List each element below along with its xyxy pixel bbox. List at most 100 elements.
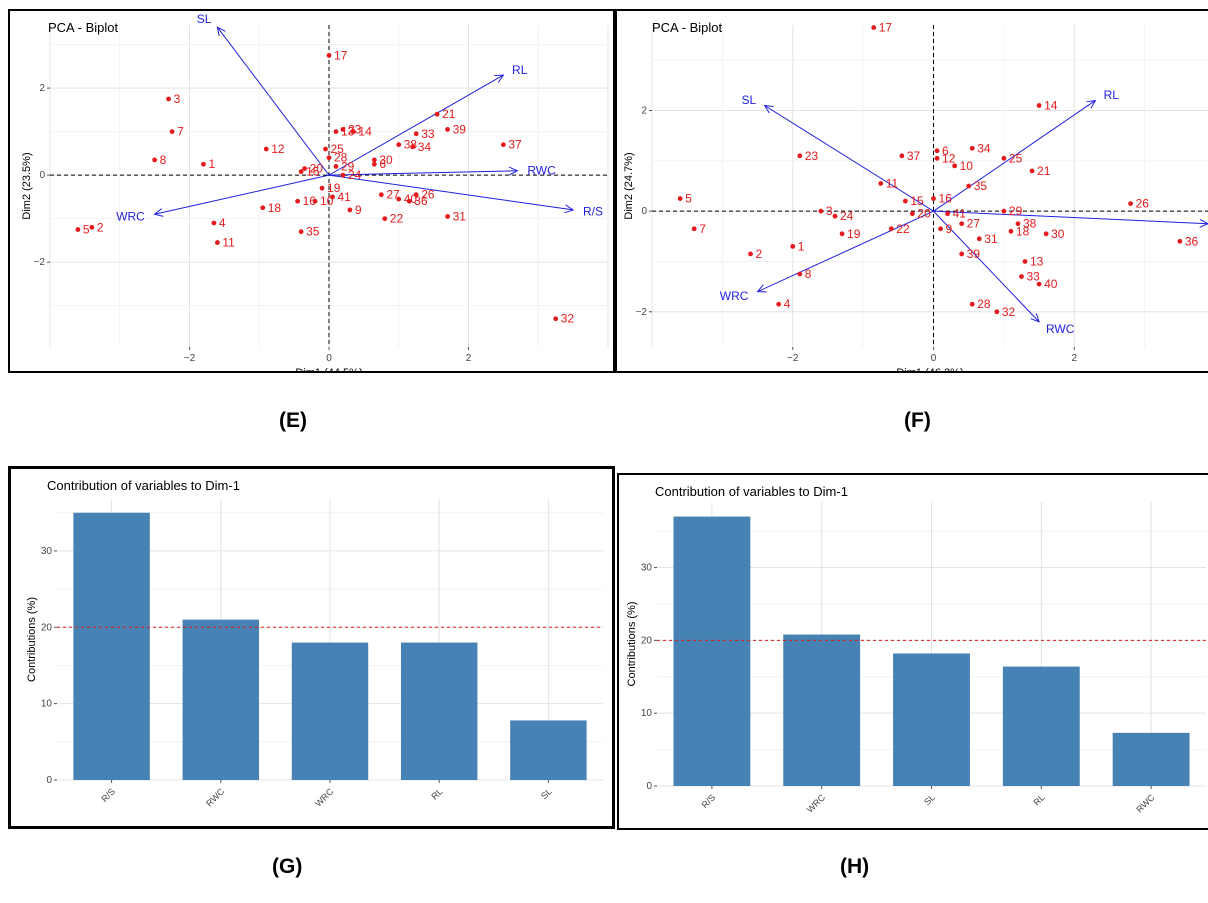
data-point bbox=[691, 226, 697, 232]
data-point bbox=[899, 153, 905, 159]
data-point bbox=[1022, 259, 1028, 264]
x-tick-label: SL bbox=[922, 792, 937, 807]
chart-title: PCA - Biplot bbox=[652, 20, 722, 35]
point-label: 17 bbox=[879, 21, 893, 35]
vector-arrowhead bbox=[564, 204, 575, 214]
vector-label: RL bbox=[1104, 88, 1120, 102]
point-label: 35 bbox=[974, 179, 988, 193]
data-point bbox=[75, 227, 81, 232]
x-tick-label: RL bbox=[1032, 792, 1047, 807]
point-label: 18 bbox=[268, 201, 282, 215]
point-label: 4 bbox=[219, 216, 226, 230]
vector-label: RWC bbox=[527, 164, 556, 178]
x-tick-label: R/S bbox=[700, 792, 718, 810]
data-point bbox=[1008, 228, 1014, 234]
panel-f: −202−202SLRLRWCWRCR/S1234567891011121314… bbox=[615, 9, 1208, 373]
data-point bbox=[382, 216, 388, 222]
point-label: 41 bbox=[953, 207, 967, 221]
data-point bbox=[878, 181, 884, 186]
bar bbox=[291, 642, 369, 780]
vector-arrowhead bbox=[1086, 99, 1097, 109]
data-point bbox=[1036, 281, 1042, 287]
point-label: 19 bbox=[847, 227, 861, 241]
point-label: 9 bbox=[946, 222, 953, 236]
data-point bbox=[326, 155, 332, 161]
point-label: 35 bbox=[306, 225, 320, 239]
vector-arrow bbox=[328, 74, 504, 176]
y-tick-label: 2 bbox=[39, 83, 45, 94]
point-label: 29 bbox=[1009, 204, 1023, 218]
y-tick-label: 30 bbox=[641, 563, 653, 574]
point-label: 32 bbox=[561, 312, 575, 326]
data-point bbox=[969, 145, 975, 151]
y-tick-label: −2 bbox=[636, 307, 648, 318]
data-point bbox=[215, 240, 220, 245]
data-point bbox=[410, 144, 416, 150]
chart-title: Contribution of variables to Dim-1 bbox=[47, 478, 240, 493]
point-label: 33 bbox=[1026, 270, 1040, 284]
data-point bbox=[445, 214, 450, 219]
point-label: 7 bbox=[699, 222, 706, 236]
point-label: 20 bbox=[917, 207, 931, 221]
point-label: 31 bbox=[453, 209, 467, 223]
point-label: 39 bbox=[453, 122, 467, 136]
data-point bbox=[1043, 231, 1049, 237]
point-label: 28 bbox=[334, 151, 348, 165]
bar bbox=[182, 619, 260, 780]
y-tick-label: 0 bbox=[641, 206, 647, 217]
point-label: 5 bbox=[83, 223, 90, 237]
data-point bbox=[263, 146, 269, 152]
data-point bbox=[969, 301, 975, 307]
y-tick-label: 10 bbox=[641, 708, 653, 719]
data-point bbox=[406, 198, 412, 204]
point-label: 40 bbox=[1044, 277, 1058, 291]
point-label: 7 bbox=[177, 125, 184, 139]
point-label: 31 bbox=[984, 232, 998, 246]
x-tick-label: WRC bbox=[805, 792, 828, 815]
point-label: 16 bbox=[939, 192, 953, 206]
x-tick-label: 0 bbox=[931, 353, 937, 364]
data-point bbox=[371, 161, 377, 167]
vector-arrow bbox=[933, 210, 1208, 225]
point-label: 26 bbox=[1136, 197, 1150, 211]
point-label: 24 bbox=[348, 168, 362, 182]
data-point bbox=[312, 198, 318, 204]
data-point bbox=[413, 131, 419, 137]
bar bbox=[893, 653, 970, 786]
x-tick-label: R/S bbox=[99, 786, 117, 804]
data-point bbox=[1001, 208, 1007, 214]
point-label: 30 bbox=[1051, 227, 1065, 241]
bar bbox=[1002, 666, 1080, 786]
data-point bbox=[347, 207, 353, 213]
panel-label-f: (F) bbox=[904, 409, 931, 432]
x-tick-label: 0 bbox=[326, 353, 332, 364]
point-label: 10 bbox=[960, 159, 974, 173]
data-point bbox=[1036, 103, 1042, 108]
data-point bbox=[166, 96, 171, 102]
y-tick-label: 10 bbox=[41, 699, 53, 710]
data-point bbox=[994, 309, 1000, 315]
data-point bbox=[1029, 168, 1035, 174]
point-label: 1 bbox=[798, 239, 805, 253]
point-label: 40 bbox=[404, 192, 418, 206]
x-tick-label: SL bbox=[539, 786, 554, 801]
point-label: 22 bbox=[390, 212, 404, 226]
data-point bbox=[934, 148, 940, 154]
y-axis-label: Dim2 (24.7%) bbox=[623, 152, 635, 219]
point-label: 33 bbox=[421, 127, 435, 141]
data-point bbox=[797, 153, 803, 159]
y-tick-label: 0 bbox=[646, 781, 652, 792]
point-label: 2 bbox=[756, 247, 763, 261]
chart-title: Contribution of variables to Dim-1 bbox=[655, 484, 848, 499]
data-point bbox=[966, 183, 972, 189]
data-point bbox=[934, 155, 940, 161]
bar bbox=[400, 642, 478, 780]
point-label: 11 bbox=[222, 236, 235, 250]
vector-arrowhead bbox=[1199, 219, 1208, 228]
data-point bbox=[871, 25, 877, 30]
point-label: 34 bbox=[977, 141, 991, 155]
vector-arrowhead bbox=[153, 208, 164, 217]
biplot-f: −202−202SLRLRWCWRCR/S1234567891011121314… bbox=[623, 20, 1208, 371]
data-point bbox=[839, 231, 845, 237]
